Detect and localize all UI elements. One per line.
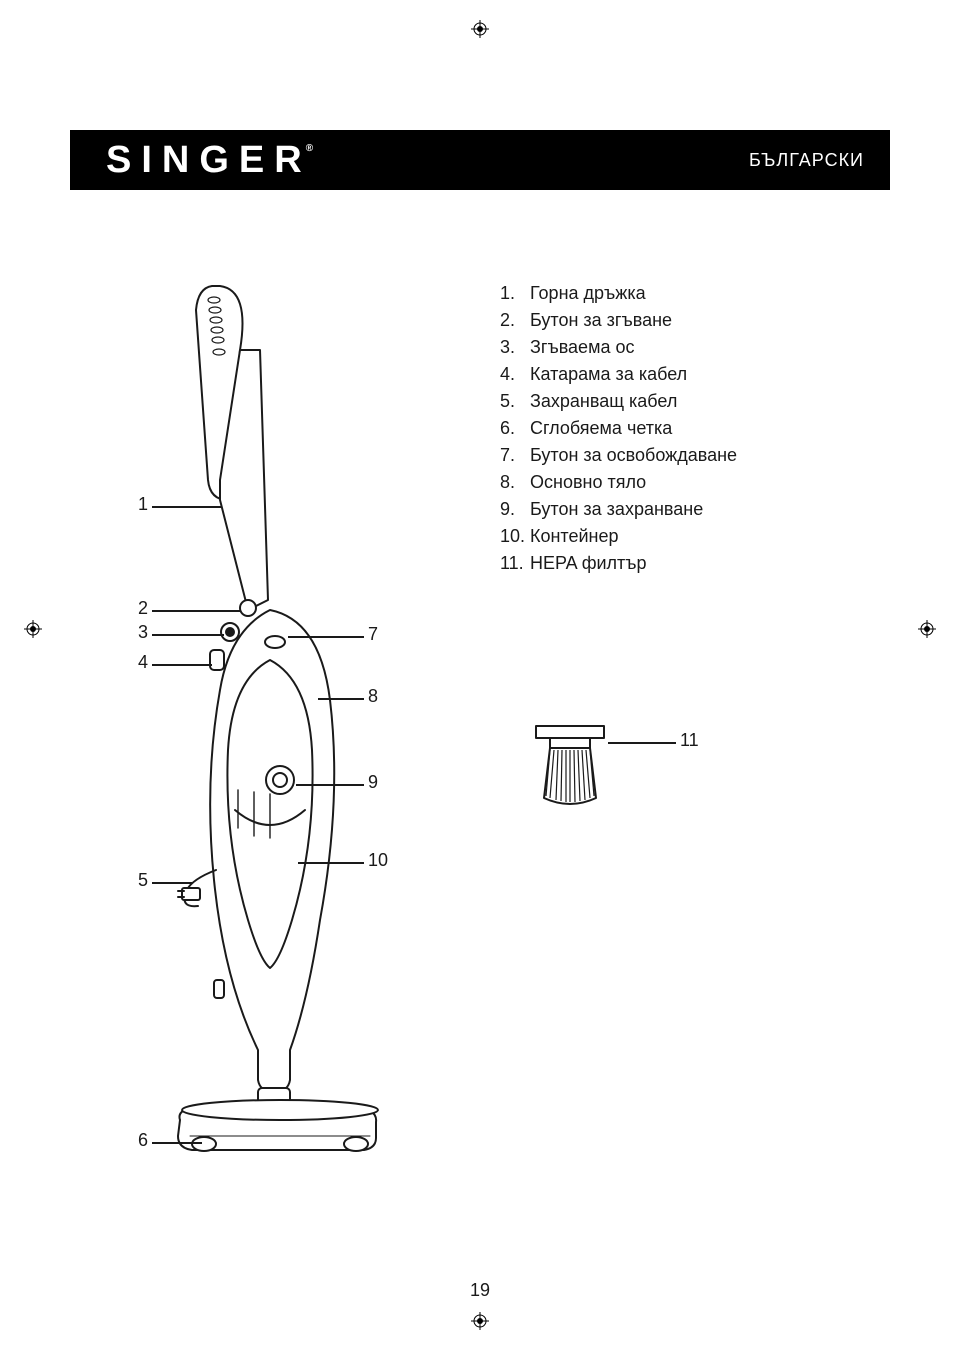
parts-num: 1. bbox=[500, 280, 530, 307]
callout-line bbox=[152, 664, 212, 666]
parts-num: 3. bbox=[500, 334, 530, 361]
parts-row: 5.Захранващ кабел bbox=[500, 388, 737, 415]
parts-row: 2.Бутон за згъване bbox=[500, 307, 737, 334]
reg-mark-left bbox=[24, 620, 42, 638]
callout-11: 11 bbox=[680, 730, 699, 751]
parts-num: 9. bbox=[500, 496, 530, 523]
callout-line bbox=[152, 882, 192, 884]
parts-list: 1.Горна дръжка 2.Бутон за згъване 3.Згъв… bbox=[500, 280, 737, 577]
hepa-filter-diagram bbox=[520, 720, 620, 810]
reg-mark-top bbox=[471, 20, 489, 38]
callout-6: 6 bbox=[138, 1130, 148, 1151]
parts-num: 4. bbox=[500, 361, 530, 388]
parts-row: 8.Основно тяло bbox=[500, 469, 737, 496]
brand-logo: SINGER® bbox=[106, 139, 319, 182]
parts-label: Сглобяема четка bbox=[530, 415, 672, 442]
callout-9: 9 bbox=[368, 772, 378, 793]
parts-row: 10.Контейнер bbox=[500, 523, 737, 550]
callout-1: 1 bbox=[138, 494, 148, 515]
callout-line bbox=[288, 636, 364, 638]
callout-line bbox=[608, 742, 676, 744]
parts-label: Бутон за освобождаване bbox=[530, 442, 737, 469]
parts-num: 6. bbox=[500, 415, 530, 442]
parts-label: Бутон за згъване bbox=[530, 307, 672, 334]
callout-5: 5 bbox=[138, 870, 148, 891]
brand-text: SINGER bbox=[106, 139, 312, 181]
parts-row: 9.Бутон за захранване bbox=[500, 496, 737, 523]
reg-mark-bottom bbox=[471, 1312, 489, 1330]
callout-line bbox=[152, 1142, 202, 1144]
parts-label: Катарама за кабел bbox=[530, 361, 687, 388]
parts-num: 8. bbox=[500, 469, 530, 496]
parts-label: HEPA филтър bbox=[530, 550, 647, 577]
parts-row: 6.Сглобяема четка bbox=[500, 415, 737, 442]
callout-3: 3 bbox=[138, 622, 148, 643]
parts-label: Контейнер bbox=[530, 523, 619, 550]
parts-num: 5. bbox=[500, 388, 530, 415]
parts-label: Бутон за захранване bbox=[530, 496, 703, 523]
registered-mark: ® bbox=[306, 143, 313, 154]
vacuum-diagram bbox=[120, 280, 460, 1160]
page-number: 19 bbox=[0, 1280, 960, 1301]
parts-num: 7. bbox=[500, 442, 530, 469]
parts-num: 2. bbox=[500, 307, 530, 334]
reg-mark-right bbox=[918, 620, 936, 638]
parts-label: Горна дръжка bbox=[530, 280, 646, 307]
parts-row: 4.Катарама за кабел bbox=[500, 361, 737, 388]
header-bar: SINGER® БЪЛГАРСКИ bbox=[70, 130, 890, 190]
callout-line bbox=[152, 506, 222, 508]
callout-4: 4 bbox=[138, 652, 148, 673]
callout-line bbox=[298, 862, 364, 864]
parts-row: 1.Горна дръжка bbox=[500, 280, 737, 307]
parts-label: Захранващ кабел bbox=[530, 388, 677, 415]
parts-row: 3.Згъваема ос bbox=[500, 334, 737, 361]
parts-label: Основно тяло bbox=[530, 469, 646, 496]
callout-line bbox=[296, 784, 364, 786]
callout-line bbox=[152, 634, 224, 636]
parts-num: 11. bbox=[500, 550, 530, 577]
callout-2: 2 bbox=[138, 598, 148, 619]
parts-row: 7.Бутон за освобождаване bbox=[500, 442, 737, 469]
callout-line bbox=[318, 698, 364, 700]
parts-label: Згъваема ос bbox=[530, 334, 634, 361]
callout-10: 10 bbox=[368, 850, 388, 871]
parts-row: 11.HEPA филтър bbox=[500, 550, 737, 577]
parts-num: 10. bbox=[500, 523, 530, 550]
callout-7: 7 bbox=[368, 624, 378, 645]
language-label: БЪЛГАРСКИ bbox=[749, 150, 864, 171]
callout-8: 8 bbox=[368, 686, 378, 707]
callout-line bbox=[152, 610, 240, 612]
